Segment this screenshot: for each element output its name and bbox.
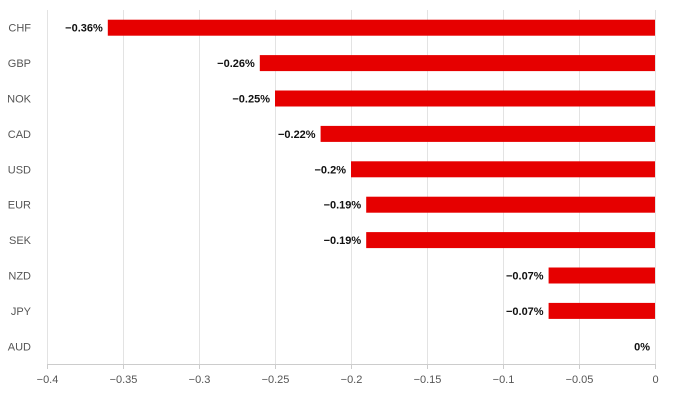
x-tick-label: 0: [652, 374, 658, 386]
category-label: USD: [8, 164, 31, 176]
x-tick-label: −0.3: [189, 374, 211, 386]
category-label: EUR: [8, 200, 31, 212]
data-label: −0.26%: [217, 58, 255, 70]
data-label: −0.07%: [506, 306, 544, 318]
bar: [275, 90, 655, 107]
bar-layer: [107, 19, 656, 319]
data-label: −0.19%: [324, 235, 362, 247]
data-label: −0.19%: [324, 200, 362, 212]
bar: [351, 161, 655, 178]
x-tick-label: −0.15: [414, 374, 442, 386]
category-label: SEK: [9, 235, 32, 247]
axis-layer: −0.4 −0.35 −0.3 −0.25 −0.2 −0.15 −0.1 −0.05 0: [37, 364, 659, 386]
category-label: AUD: [8, 341, 31, 353]
bar: [366, 196, 655, 213]
bar: [320, 125, 655, 142]
bar: [548, 267, 655, 284]
x-tick-label: −0.05: [566, 374, 594, 386]
x-tick-label: −0.4: [37, 374, 59, 386]
data-label: 0%: [634, 341, 650, 353]
x-tick-label: −0.25: [262, 374, 290, 386]
bar: [107, 19, 656, 36]
data-label: −0.07%: [506, 271, 544, 283]
data-label: −0.2%: [315, 164, 347, 176]
bar: [259, 55, 655, 72]
x-tick-label: −0.2: [341, 374, 363, 386]
category-label: GBP: [8, 58, 31, 70]
data-label: −0.36%: [65, 23, 103, 35]
category-label: CAD: [8, 129, 31, 141]
category-label: NZD: [8, 271, 31, 283]
data-label: −0.22%: [278, 129, 316, 141]
x-tick-label: −0.1: [493, 374, 515, 386]
bar: [366, 232, 655, 249]
category-label: CHF: [8, 23, 31, 35]
category-label: JPY: [11, 306, 32, 318]
category-label: NOK: [7, 94, 32, 106]
data-label: −0.25%: [232, 94, 270, 106]
label-layer: CHF −0.36% GBP −0.26% NOK −0.25% CAD −0.22% USD −…: [7, 23, 650, 354]
x-tick-label: −0.35: [110, 374, 138, 386]
bar: [548, 302, 655, 319]
